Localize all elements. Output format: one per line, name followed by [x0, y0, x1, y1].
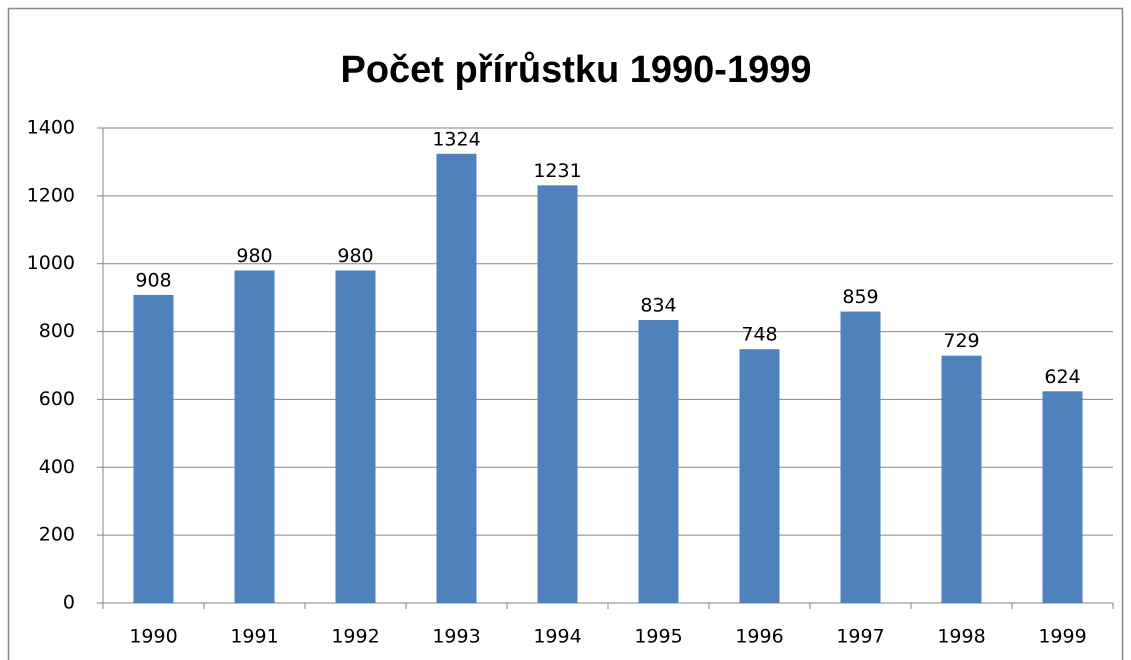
y-tick-label: 200	[39, 524, 75, 546]
data-label: 980	[337, 245, 373, 267]
y-tick-label: 600	[39, 388, 75, 410]
bar	[335, 270, 376, 603]
x-tick-label: 1993	[432, 626, 480, 648]
bar	[133, 294, 174, 603]
bar	[436, 153, 477, 604]
bar	[840, 311, 881, 603]
y-tick-label: 1200	[27, 184, 75, 206]
data-label: 1231	[533, 160, 581, 182]
data-label: 980	[236, 245, 272, 267]
bar	[234, 270, 275, 603]
y-tick-label: 0	[63, 592, 75, 614]
x-tick-label: 1997	[836, 626, 884, 648]
data-label: 908	[135, 269, 171, 291]
x-tick-label: 1990	[129, 626, 177, 648]
data-label: 834	[640, 295, 676, 317]
bar	[1042, 391, 1083, 603]
data-label: 729	[943, 330, 979, 352]
data-label: 859	[842, 286, 878, 308]
chart-title: Počet přírůstku 1990-1999	[340, 49, 811, 91]
y-tick-label: 1400	[27, 117, 75, 139]
data-label: 624	[1044, 366, 1080, 388]
data-label: 748	[741, 324, 777, 346]
data-label: 1324	[432, 128, 480, 150]
x-tick-label: 1999	[1038, 626, 1086, 648]
bar	[537, 185, 578, 603]
bar	[941, 355, 982, 603]
bar	[638, 320, 679, 603]
x-tick-label: 1994	[533, 626, 581, 648]
bar	[739, 349, 780, 603]
x-tick-label: 1995	[634, 626, 682, 648]
x-tick-label: 1996	[735, 626, 783, 648]
x-tick-label: 1991	[230, 626, 278, 648]
x-tick-label: 1998	[937, 626, 985, 648]
y-tick-label: 800	[39, 320, 75, 342]
x-tick-label: 1992	[331, 626, 379, 648]
y-tick-label: 1000	[27, 252, 75, 274]
y-tick-label: 400	[39, 456, 75, 478]
